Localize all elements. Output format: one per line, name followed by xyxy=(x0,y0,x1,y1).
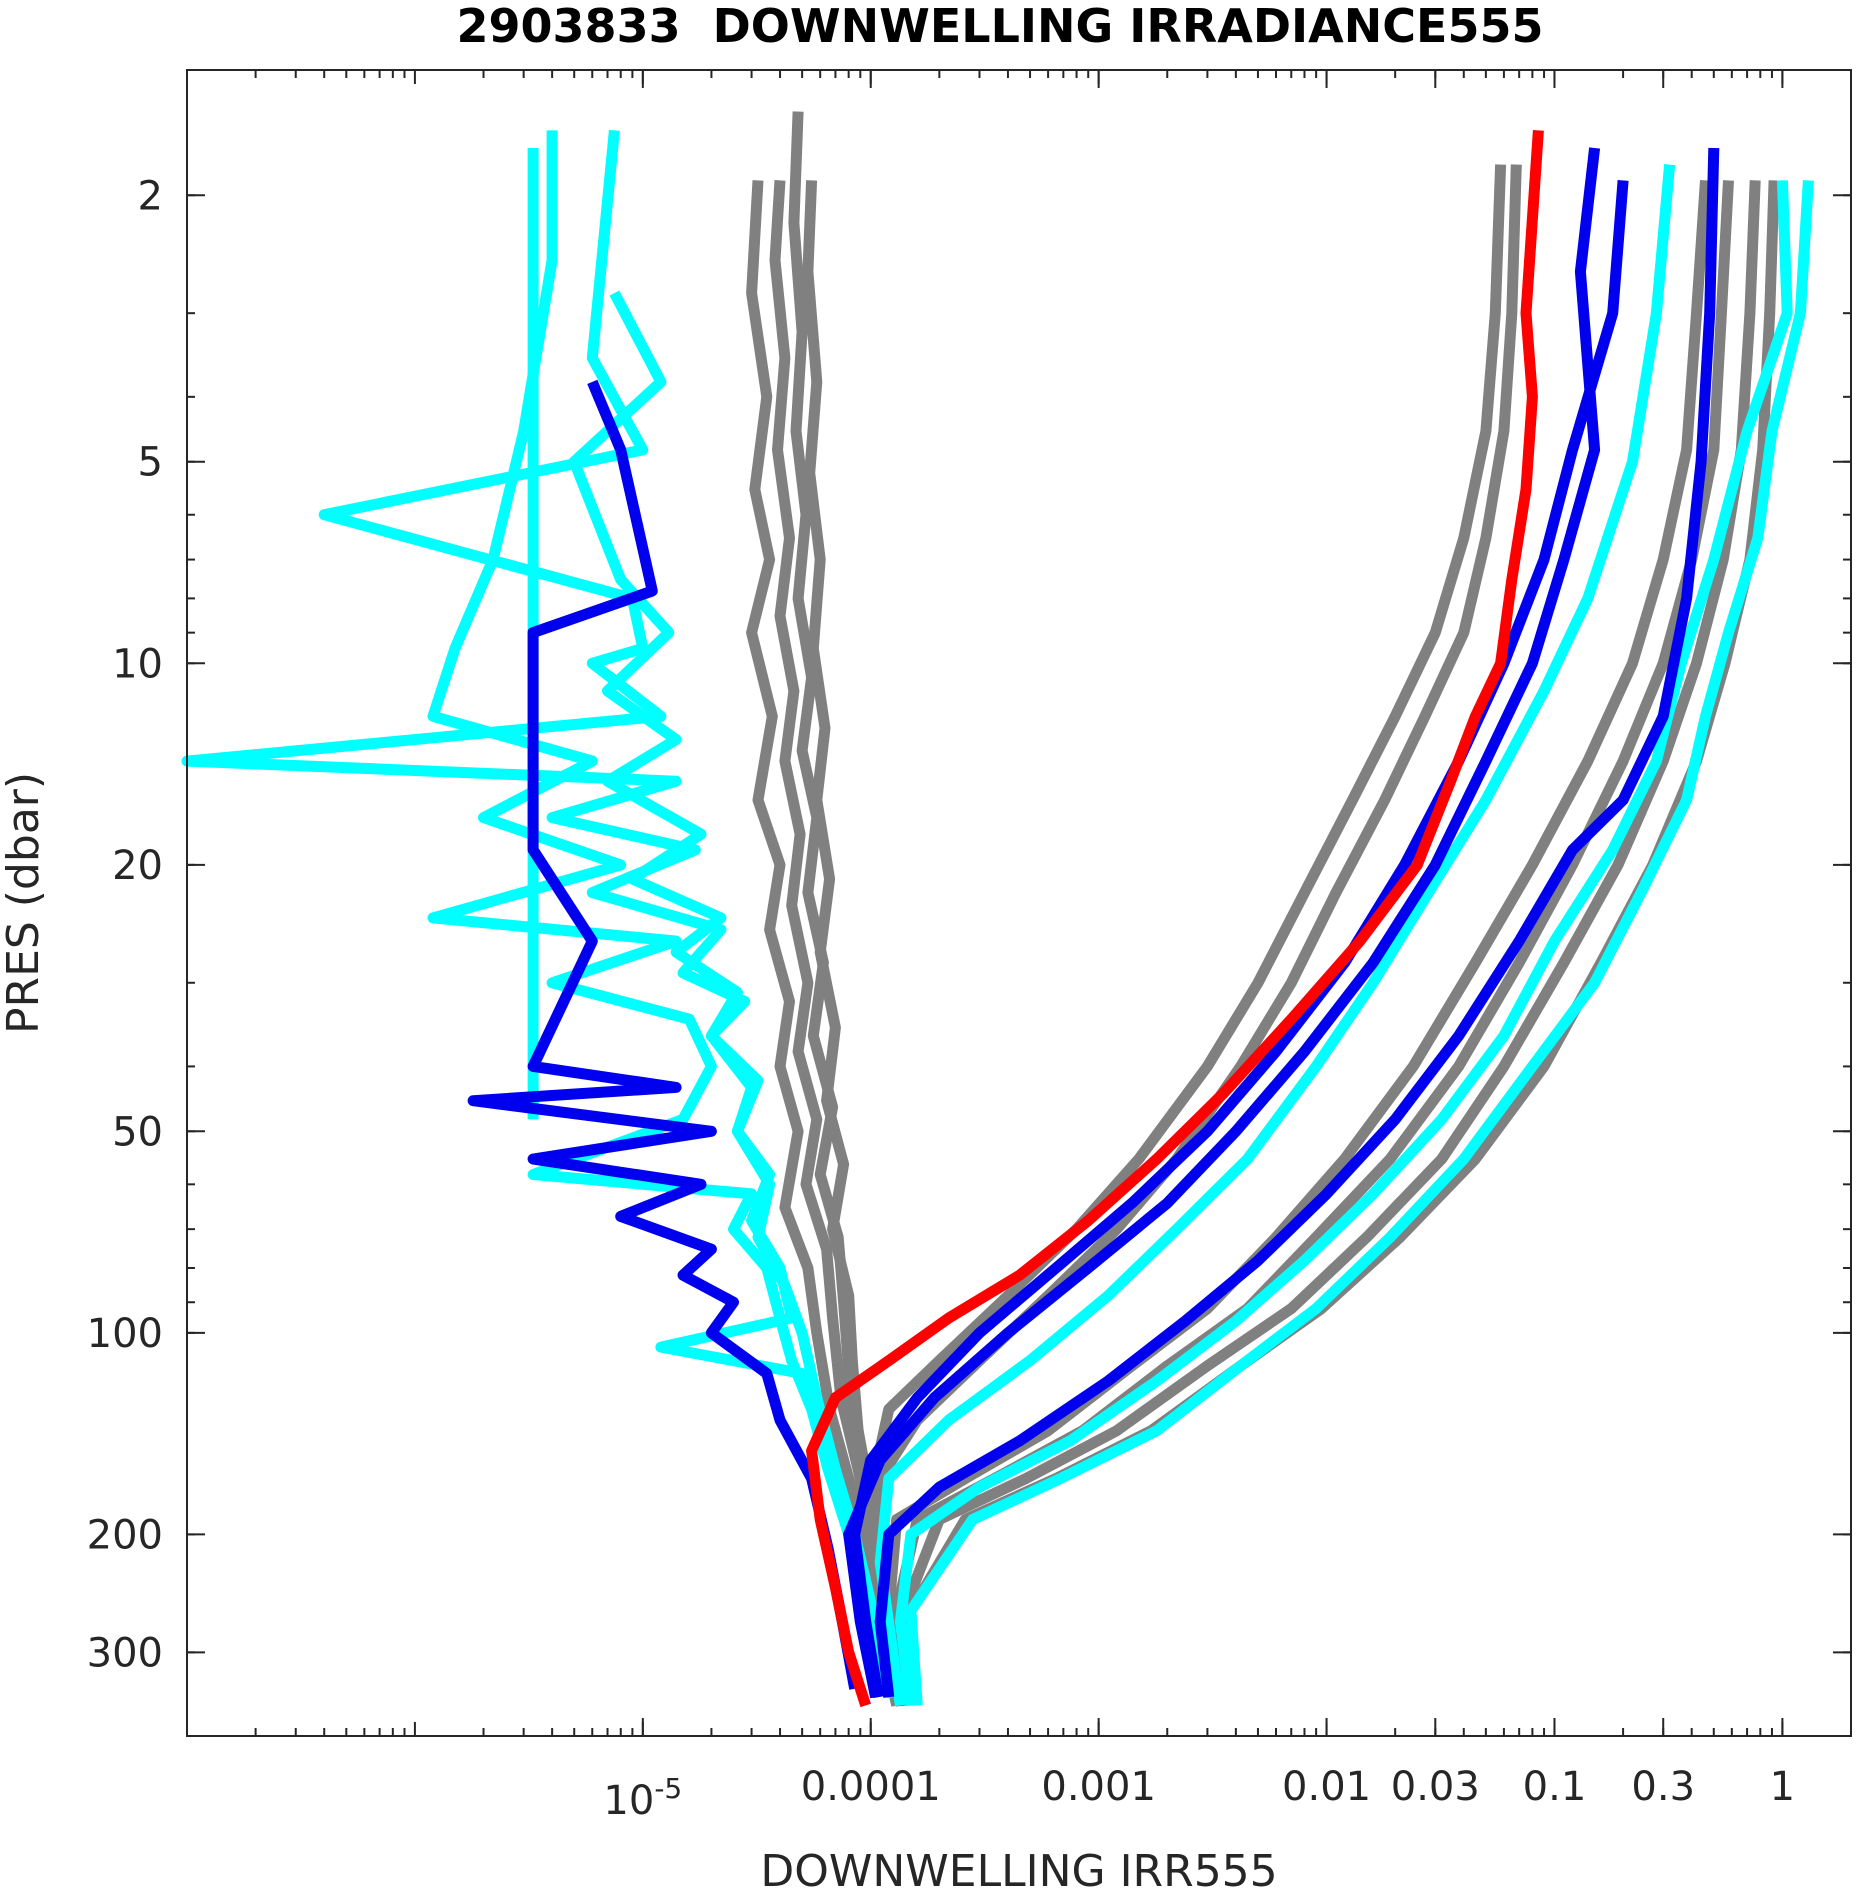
plot-area-frame xyxy=(186,69,1852,1737)
y-tick-label-0: 2 xyxy=(138,173,163,219)
x-tick-label-7: 1 xyxy=(1770,1764,1795,1810)
x-tick-label-3: 0.01 xyxy=(1282,1764,1371,1810)
y-tick-label-7: 300 xyxy=(87,1630,163,1676)
x-tick-label-4: 0.03 xyxy=(1391,1764,1480,1810)
series-line-gray-1 xyxy=(769,180,904,1707)
x-axis-label: DOWNWELLING IRR555 xyxy=(760,1846,1277,1896)
y-tick-label-2: 10 xyxy=(112,641,163,687)
y-tick-label-6: 200 xyxy=(87,1512,163,1558)
series-line-cyan-12 xyxy=(181,129,899,1699)
x-tick-label-1: 0.0001 xyxy=(801,1764,941,1810)
series-line-red-21 xyxy=(806,130,1544,1708)
series-line-cyan-13 xyxy=(568,290,895,1690)
x-tick-label-2: 0.001 xyxy=(1041,1764,1156,1810)
series-line-blue-17 xyxy=(467,379,861,1690)
y-tick-label-1: 5 xyxy=(138,440,163,486)
series-line-gray-6 xyxy=(883,180,1711,1707)
series-line-blue-18 xyxy=(843,147,1601,1699)
series-line-cyan-16 xyxy=(905,180,1814,1706)
x-tick-label-5: 0.1 xyxy=(1523,1764,1587,1810)
x-tick-label-6: 0.3 xyxy=(1631,1764,1695,1810)
series-line-blue-20 xyxy=(874,147,1720,1698)
tick-layer: 10-5 0.0001 0.001 0.01 0.03 0.1 0.3 1 2 5 10 20 50 10… xyxy=(87,70,1852,1824)
x-tick-label-0: 10-5 xyxy=(603,1772,682,1824)
chart-title: 2903833 DOWNWELLING IRRADIANCE555 xyxy=(457,0,1544,53)
series-line-cyan-15 xyxy=(894,180,1793,1707)
y-tick-label-3: 20 xyxy=(112,843,163,889)
y-axis-label: PRES (dbar) xyxy=(0,772,49,1034)
y-tick-label-4: 50 xyxy=(112,1109,163,1155)
series-line-gray-0 xyxy=(746,180,903,1707)
series-layer xyxy=(181,111,1814,1708)
series-line-blue-19 xyxy=(849,179,1629,1699)
y-tick-label-5: 100 xyxy=(87,1311,163,1357)
series-line-gray-8 xyxy=(898,180,1761,1706)
series-line-cyan-14 xyxy=(874,164,1676,1707)
